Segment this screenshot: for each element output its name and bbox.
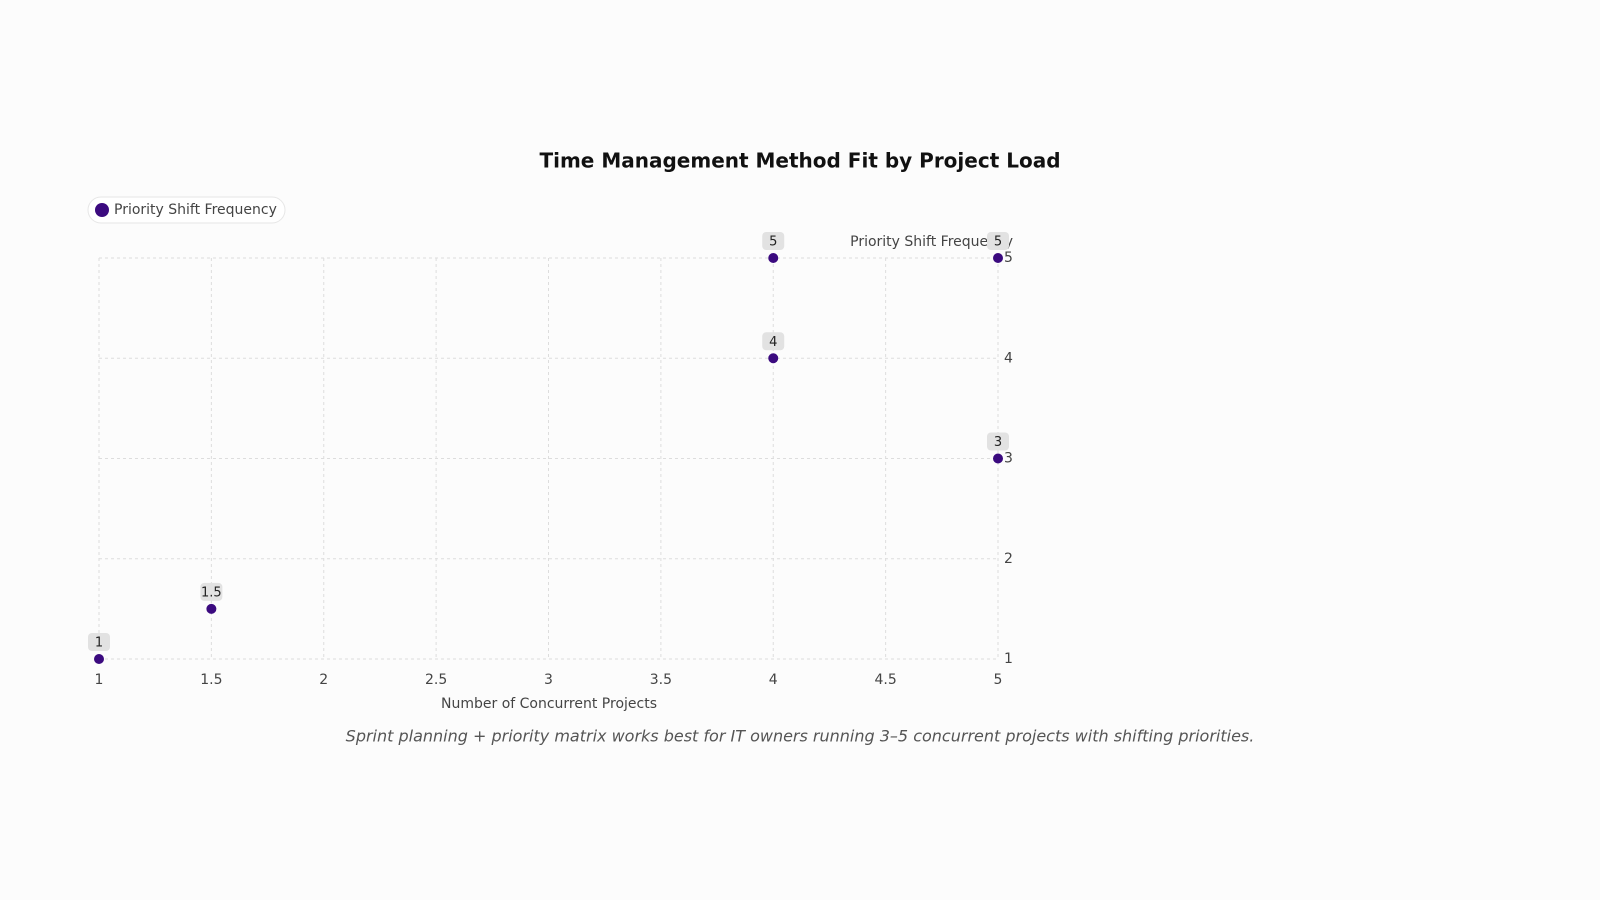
data-label-bg	[200, 582, 223, 601]
y-tick-label: 1	[1004, 651, 1013, 667]
data-label: 3	[994, 435, 1002, 450]
data-label: 1.5	[201, 585, 222, 600]
x-tick-label: 2	[319, 672, 328, 688]
legend-label: Priority Shift Frequency	[114, 202, 277, 218]
data-label-bg	[987, 432, 1009, 451]
x-tick-label: 3.5	[650, 672, 672, 688]
data-label-bg	[987, 232, 1009, 250]
x-tick-label: 1	[95, 672, 104, 688]
y-tick-label: 2	[1004, 551, 1013, 567]
point	[993, 253, 1003, 263]
data-label-bg	[88, 633, 110, 651]
x-tick-label: 4	[769, 672, 778, 688]
x-axis-label: Number of Concurrent Projects	[441, 696, 657, 712]
x-tick-label: 2.5	[425, 672, 447, 688]
data-label-bg	[762, 232, 785, 250]
y-axis-label: Priority Shift Frequency	[850, 234, 1013, 250]
point	[94, 654, 104, 664]
point	[993, 453, 1003, 464]
data-label: 5	[994, 235, 1002, 250]
caption: Sprint planning + priority matrix works …	[346, 727, 1255, 746]
legend-marker	[95, 203, 109, 217]
data-label: 4	[769, 335, 777, 350]
point	[768, 353, 779, 364]
data-label: 5	[769, 235, 777, 250]
x-tick-label: 3	[544, 672, 553, 688]
data-label: 1	[95, 636, 103, 651]
data-label-bg	[762, 332, 785, 351]
x-tick-label: 5	[994, 672, 1003, 688]
x-tick-label: 1.5	[200, 672, 222, 688]
legend	[87, 196, 286, 224]
chart-title: Time Management Method Fit by Project Lo…	[539, 149, 1060, 173]
x-tick-label: 4.5	[874, 672, 896, 688]
y-tick-label: 5	[1004, 250, 1013, 266]
point	[206, 603, 217, 614]
y-tick-label: 3	[1004, 451, 1013, 467]
point	[768, 253, 779, 263]
y-tick-label: 4	[1004, 350, 1013, 366]
